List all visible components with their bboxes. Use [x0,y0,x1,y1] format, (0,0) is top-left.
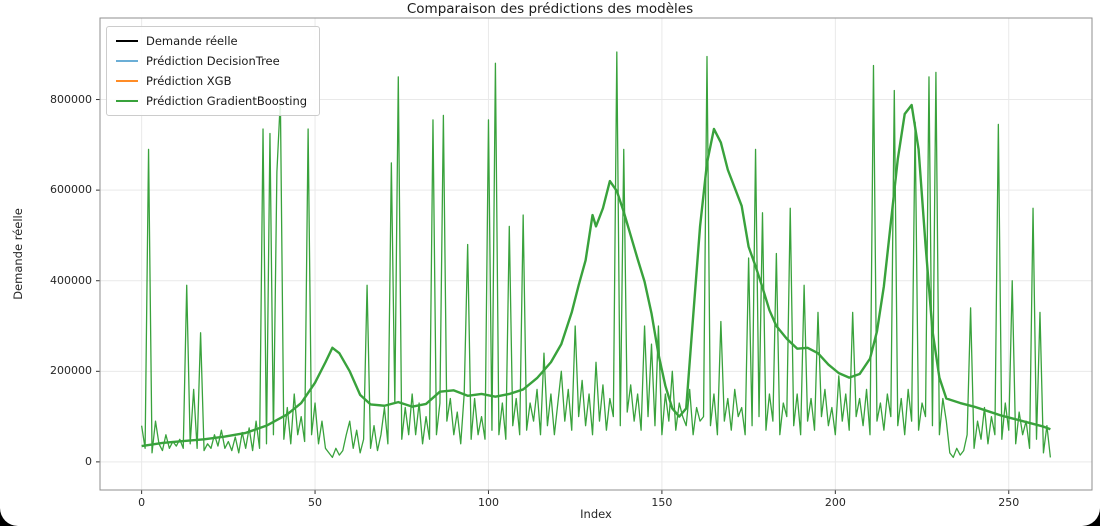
legend-item: Prédiction GradientBoosting [116,93,307,109]
series-line-gradientboosting [141,103,1051,448]
x-tick-label: 200 [824,496,846,509]
x-axis-label: Index [580,507,612,521]
legend-label: Demande réelle [146,34,238,48]
y-tick-label: 600000 [50,183,92,197]
legend-line-swatch [116,100,138,102]
x-tick-label: 100 [477,496,499,509]
y-tick-label: 400000 [50,273,92,287]
legend-line-swatch [116,40,138,42]
y-tick-label: 800000 [50,92,92,106]
legend-label: Prédiction XGB [146,74,232,88]
legend-line-swatch [116,80,138,82]
legend-item: Demande réelle [116,33,307,49]
legend: Demande réelle Prédiction DecisionTree Pré… [106,26,321,116]
y-tick-label: 200000 [50,364,92,378]
x-tick-label: 0 [138,496,146,509]
legend-item: Prédiction XGB [116,73,307,89]
legend-label: Prédiction DecisionTree [146,54,280,68]
chart-title: Comparaison des prédictions des modèles [406,1,694,17]
legend-label: Prédiction GradientBoosting [146,94,308,108]
legend-item: Prédiction DecisionTree [116,53,307,69]
x-tick-label: 150 [651,496,673,509]
x-tick-label: 50 [308,496,323,509]
legend-line-swatch [116,60,138,62]
y-tick-label: 0 [85,454,92,468]
x-tick-label: 250 [998,496,1020,509]
